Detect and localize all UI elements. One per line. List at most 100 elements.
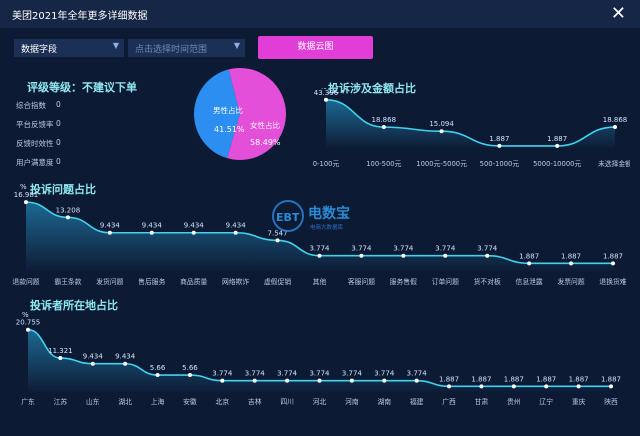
data-label: 18.868 bbox=[372, 116, 397, 124]
category-label: 虚假促销 bbox=[264, 277, 291, 286]
category-label: 1000元-5000元 bbox=[416, 160, 467, 168]
category-label: 500-1000元 bbox=[480, 160, 520, 168]
data-field-select[interactable]: 数据字段 ▼ bbox=[14, 39, 124, 57]
y-axis-unit: % bbox=[20, 184, 27, 191]
data-label: 3.774 bbox=[277, 370, 298, 378]
data-point bbox=[414, 378, 419, 383]
data-label: 1.887 bbox=[601, 375, 621, 383]
data-label: 3.774 bbox=[407, 370, 428, 378]
series-line bbox=[325, 98, 616, 147]
pie-slice-male bbox=[194, 69, 240, 159]
category-label: 未选择金额 bbox=[598, 159, 630, 168]
data-label: 15.094 bbox=[429, 120, 454, 128]
category-label: 贵州 bbox=[507, 397, 521, 406]
data-point bbox=[252, 378, 257, 383]
male-value: 41.51% bbox=[214, 125, 245, 134]
category-label: 货不对板 bbox=[474, 277, 501, 286]
data-point bbox=[285, 378, 290, 383]
series-area bbox=[26, 202, 613, 271]
data-point bbox=[65, 215, 70, 220]
category-label: 河北 bbox=[313, 398, 327, 406]
rating-value: 0 bbox=[56, 138, 61, 147]
data-label: 13.208 bbox=[56, 206, 81, 214]
data-label: 11.321 bbox=[48, 347, 73, 355]
title-bar: 美团2021年全年更多详细数据 ✕ bbox=[0, 0, 640, 28]
data-label: 1.887 bbox=[547, 135, 567, 143]
data-label: 1.887 bbox=[439, 375, 459, 383]
data-label: 3.774 bbox=[477, 245, 498, 253]
data-point bbox=[447, 384, 452, 389]
category-label: 重庆 bbox=[572, 397, 586, 406]
rating-title: 评级等级：不建议下单 bbox=[27, 81, 137, 94]
series-area bbox=[28, 329, 611, 392]
data-point bbox=[187, 373, 192, 378]
data-label: 5.66 bbox=[182, 364, 198, 372]
data-point bbox=[149, 230, 154, 235]
data-cloud-button[interactable]: 数据云图 bbox=[258, 36, 373, 59]
series-area bbox=[326, 99, 615, 148]
data-field-value: 数据字段 bbox=[21, 45, 58, 55]
category-label: 江苏 bbox=[54, 397, 68, 406]
data-label: 3.774 bbox=[309, 245, 330, 253]
data-label: 9.434 bbox=[115, 353, 136, 361]
category-label: 福建 bbox=[410, 397, 424, 406]
data-point bbox=[544, 384, 549, 389]
rating-row: 反馈时效性 0 bbox=[16, 138, 61, 149]
data-label: 3.774 bbox=[435, 245, 456, 253]
data-label: 3.774 bbox=[393, 245, 414, 253]
rating-label: 综合指数 bbox=[16, 101, 46, 110]
watermark-logo: EBT 电数宝 电商大数据库 bbox=[272, 200, 350, 232]
data-label: 9.434 bbox=[100, 222, 121, 230]
category-label: 湖北 bbox=[118, 397, 132, 406]
category-label: 霸王条款 bbox=[54, 277, 81, 286]
close-icon[interactable]: ✕ bbox=[610, 3, 626, 24]
category-label: 发票问题 bbox=[557, 277, 584, 286]
amount-chart-title: 投诉涉及金额占比 bbox=[328, 82, 416, 95]
category-label: 四川 bbox=[280, 398, 294, 406]
data-point bbox=[107, 230, 112, 235]
category-label: 安徽 bbox=[183, 397, 197, 406]
category-label: 广东 bbox=[21, 397, 35, 406]
rating-row: 综合指数 0 bbox=[16, 100, 61, 111]
watermark-sub: 电商大数据库 bbox=[310, 223, 344, 231]
rating-row: 平台反馈率 0 bbox=[16, 119, 61, 130]
data-label: 16.981 bbox=[14, 191, 39, 199]
category-label: 湖南 bbox=[377, 397, 391, 406]
data-point bbox=[439, 129, 444, 134]
data-point bbox=[381, 125, 386, 130]
rating-row: 用户满意度 0 bbox=[16, 157, 61, 168]
category-label: 其他 bbox=[313, 277, 327, 286]
window-title: 美团2021年全年更多详细数据 bbox=[12, 11, 148, 22]
data-label: 1.887 bbox=[603, 252, 623, 260]
time-range-select[interactable]: 点击选择时间范围 ▼ bbox=[128, 39, 245, 57]
y-axis-unit: % bbox=[320, 88, 327, 91]
category-label: 信息泄露 bbox=[516, 277, 543, 286]
data-label: 9.434 bbox=[184, 222, 205, 230]
category-label: 商品质量 bbox=[180, 277, 207, 286]
rating-label: 用户满意度 bbox=[16, 158, 54, 167]
category-label: 北京 bbox=[216, 397, 230, 406]
chevron-down-icon: ▼ bbox=[112, 41, 119, 50]
data-label: 9.434 bbox=[83, 353, 104, 361]
category-label: 甘肃 bbox=[475, 397, 489, 406]
category-label: 5000-10000元 bbox=[533, 160, 581, 168]
watermark-logo-text: EBT bbox=[276, 211, 300, 224]
data-label: 3.774 bbox=[374, 370, 395, 378]
category-label: 吉林 bbox=[248, 397, 262, 406]
y-axis-unit: % bbox=[22, 311, 29, 319]
data-label: 3.774 bbox=[342, 370, 363, 378]
data-point bbox=[555, 143, 560, 148]
category-label: 发货问题 bbox=[96, 277, 123, 286]
data-point bbox=[123, 361, 128, 366]
rating-label: 反馈时效性 bbox=[16, 139, 54, 148]
data-point bbox=[359, 253, 364, 258]
data-point bbox=[324, 97, 328, 102]
category-label: 陕西 bbox=[604, 397, 618, 406]
category-label: 网络欺诈 bbox=[222, 277, 249, 286]
data-point bbox=[24, 200, 28, 205]
data-point bbox=[317, 378, 322, 383]
data-label: 1.887 bbox=[519, 252, 539, 260]
category-label: 上海 bbox=[151, 397, 165, 406]
data-point bbox=[220, 378, 225, 383]
chevron-down-icon: ▼ bbox=[233, 41, 240, 50]
